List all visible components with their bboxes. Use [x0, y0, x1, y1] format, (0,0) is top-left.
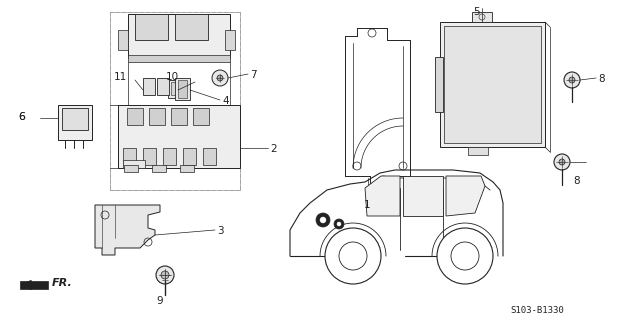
Text: 10: 10 [165, 72, 179, 82]
Polygon shape [365, 176, 400, 216]
Circle shape [156, 266, 174, 284]
Circle shape [569, 77, 575, 83]
Polygon shape [124, 165, 138, 172]
Circle shape [320, 217, 326, 223]
Polygon shape [180, 165, 194, 172]
Polygon shape [175, 14, 208, 40]
Polygon shape [123, 148, 136, 165]
Circle shape [217, 75, 223, 81]
Polygon shape [20, 281, 48, 289]
Bar [472, 12, 492, 22]
Polygon shape [152, 165, 166, 172]
Text: 2: 2 [270, 144, 276, 154]
Text: 6: 6 [18, 112, 24, 122]
Polygon shape [203, 148, 216, 165]
Polygon shape [95, 205, 160, 255]
Text: S103-B1330: S103-B1330 [510, 306, 564, 315]
Text: 5: 5 [473, 7, 479, 17]
Polygon shape [123, 160, 145, 168]
Circle shape [316, 213, 330, 227]
Polygon shape [62, 108, 88, 130]
Text: 8: 8 [598, 74, 605, 84]
Polygon shape [128, 14, 230, 58]
Circle shape [451, 242, 479, 270]
Polygon shape [171, 82, 177, 95]
Polygon shape [58, 105, 92, 140]
Bar [440, 22, 545, 147]
Circle shape [337, 222, 341, 226]
Polygon shape [118, 105, 240, 168]
Circle shape [437, 228, 493, 284]
Text: 11: 11 [113, 72, 127, 82]
Polygon shape [128, 55, 230, 62]
Polygon shape [446, 176, 485, 216]
Polygon shape [178, 80, 187, 98]
Text: 9: 9 [157, 296, 163, 306]
Circle shape [559, 159, 565, 165]
Circle shape [334, 219, 344, 229]
Polygon shape [143, 148, 156, 165]
Polygon shape [193, 108, 209, 125]
Polygon shape [468, 147, 488, 155]
Text: 3: 3 [217, 226, 223, 236]
Polygon shape [168, 80, 180, 98]
Polygon shape [175, 78, 190, 100]
Text: 6: 6 [18, 112, 25, 122]
Bar [444, 26, 541, 143]
Polygon shape [149, 108, 165, 125]
Circle shape [339, 242, 367, 270]
Text: 7: 7 [250, 70, 257, 80]
Circle shape [325, 228, 381, 284]
Polygon shape [183, 148, 196, 165]
Text: 8: 8 [573, 176, 580, 186]
Bar [110, 12, 240, 190]
Text: 1: 1 [364, 200, 371, 210]
Circle shape [212, 70, 228, 86]
Polygon shape [403, 176, 443, 216]
Polygon shape [171, 108, 187, 125]
Text: 4: 4 [222, 96, 228, 106]
Polygon shape [225, 30, 235, 50]
Polygon shape [143, 78, 155, 95]
Polygon shape [163, 148, 176, 165]
Polygon shape [118, 30, 128, 50]
Polygon shape [157, 78, 169, 95]
Polygon shape [135, 14, 168, 40]
Bar [435, 57, 443, 112]
Circle shape [554, 154, 570, 170]
Polygon shape [127, 108, 143, 125]
Circle shape [564, 72, 580, 88]
Circle shape [161, 271, 169, 279]
Text: FR.: FR. [52, 278, 73, 288]
